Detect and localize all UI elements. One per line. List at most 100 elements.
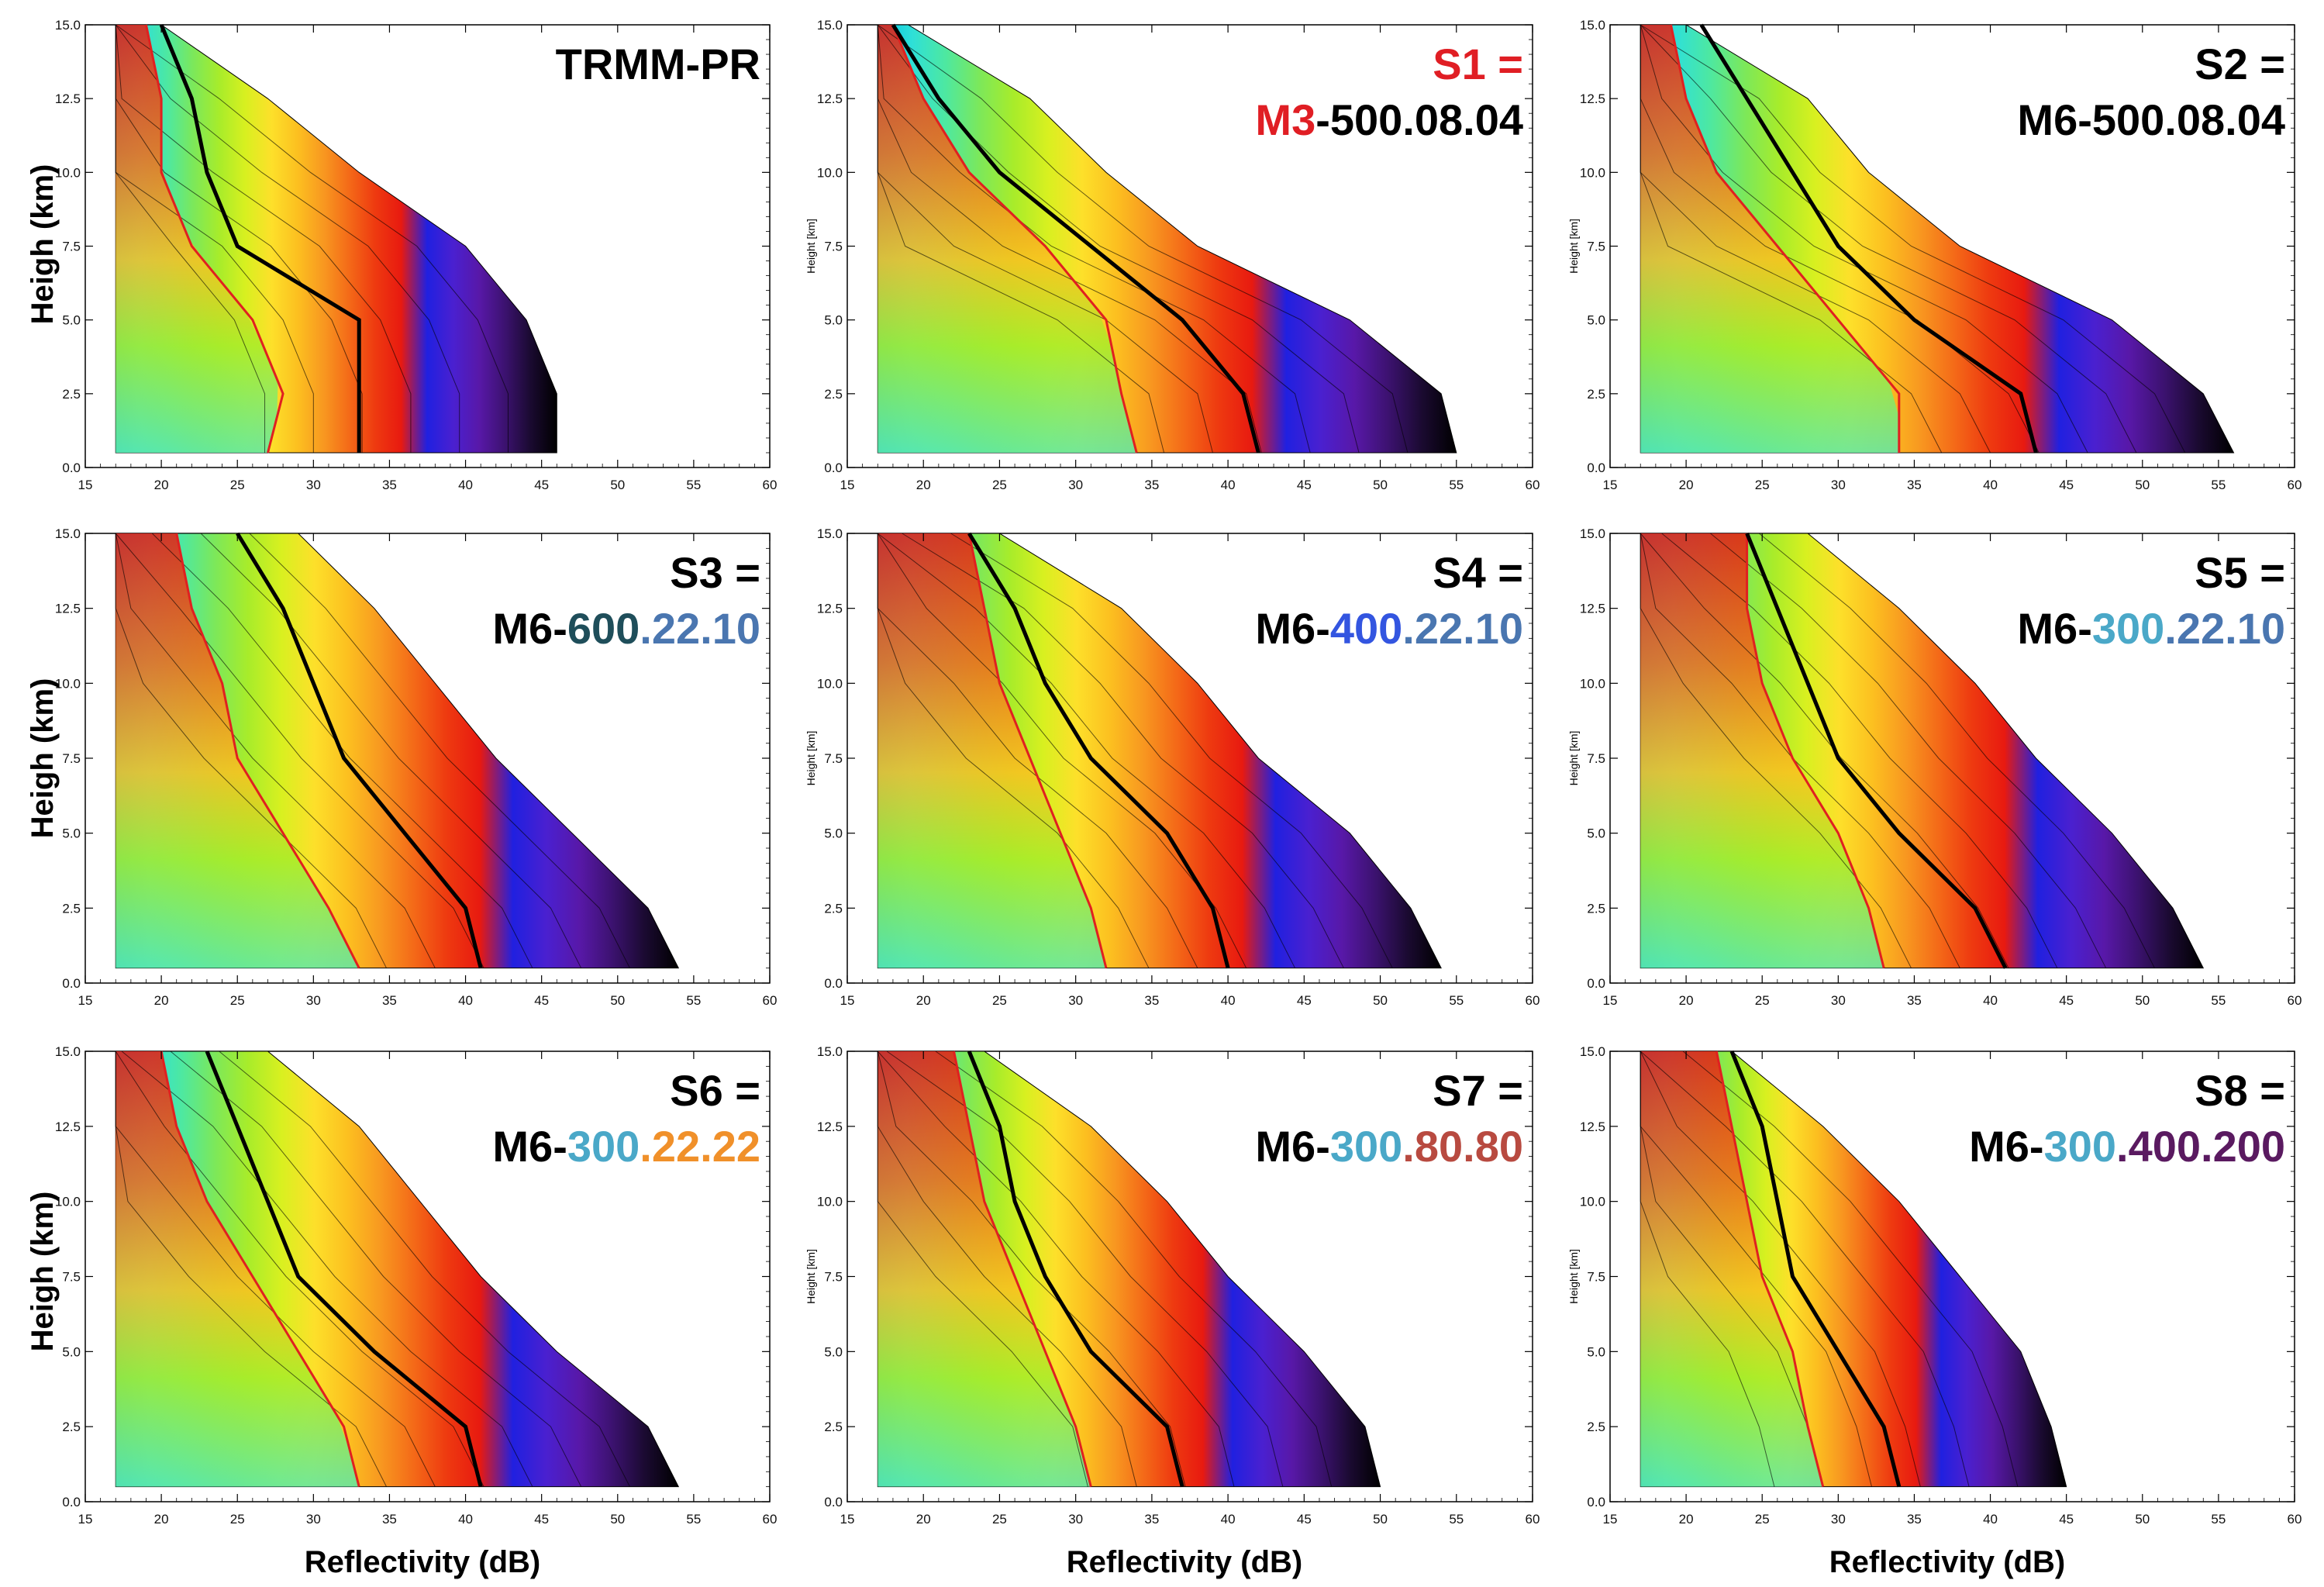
y-tick-label: 5.0 xyxy=(1587,313,1605,328)
x-tick-label: 40 xyxy=(458,993,473,1008)
title-segment: 600 xyxy=(567,604,640,653)
title-segment: S7 = xyxy=(1433,1066,1523,1115)
panel-title-line: M6-300.22.22 xyxy=(492,1122,760,1171)
x-tick-label: 15 xyxy=(840,993,855,1008)
panel-7: 15 20 25 30 35 40 45 50 55 60 0.0 2.5 5.0 7.5 10.0 12.5… xyxy=(55,1044,778,1527)
y-tick-label: 2.5 xyxy=(1587,1420,1605,1434)
y-tick-label: 0.0 xyxy=(1587,461,1605,475)
panel-title-line: M3-500.08.04 xyxy=(1255,95,1523,144)
median-profile-line xyxy=(967,532,1230,969)
x-tick-label: 50 xyxy=(2135,1512,2150,1527)
cfad-warm-core xyxy=(116,1051,360,1487)
x-tick-label: 50 xyxy=(1373,993,1388,1008)
y-tick-label: 12.5 xyxy=(817,602,843,616)
y-tick-label: 0.0 xyxy=(1587,976,1605,991)
contour-line xyxy=(1661,533,2058,968)
cfad-warm-core xyxy=(116,25,278,453)
median-profile-line xyxy=(891,23,1260,454)
y-tick-label: 15.0 xyxy=(55,18,81,33)
contour-line xyxy=(877,533,1247,968)
cfad-warm-core xyxy=(878,25,1137,453)
cfad-warm-core xyxy=(878,1051,1091,1487)
ylabel-row-1: Heigh (km) xyxy=(26,164,60,325)
contour-line xyxy=(115,1051,387,1487)
x-tick-label: 45 xyxy=(2059,1512,2074,1527)
y-tick-label: 0.0 xyxy=(62,976,81,991)
contour-line xyxy=(219,1051,630,1487)
y-tick-label: 15.0 xyxy=(1580,526,1605,541)
x-tick-label: 25 xyxy=(1755,993,1770,1008)
panel-title-line: S6 = xyxy=(670,1066,760,1115)
panel-title-line: TRMM-PR xyxy=(556,40,760,88)
x-tick-label: 60 xyxy=(1526,1512,1540,1527)
y-tick-label: 5.0 xyxy=(824,826,843,841)
y-tick-label: 2.5 xyxy=(1587,901,1605,916)
contour-line xyxy=(877,1051,1186,1487)
median-profile-line xyxy=(1699,23,2038,454)
x-tick-label: 60 xyxy=(1526,478,1540,492)
y-tick-label: 2.5 xyxy=(62,387,81,402)
panel-title-line: M6-500.08.04 xyxy=(2017,95,2285,144)
x-tick-label: 20 xyxy=(154,478,169,492)
panel-5: 15 20 25 30 35 40 45 50 55 60 0.0 2.5 5.0 7.5 10.0 12.5… xyxy=(805,526,1540,1008)
median-profile-line xyxy=(236,532,483,969)
y-tick-label: 7.5 xyxy=(824,240,843,254)
title-segment: M6- xyxy=(1969,1122,2043,1171)
x-tick-label: 60 xyxy=(1526,993,1540,1008)
x-tick-label: 25 xyxy=(992,1512,1007,1527)
contour-line xyxy=(1640,24,2137,454)
panel-title-line: S5 = xyxy=(2195,548,2285,597)
y-tick-label: 10.0 xyxy=(817,1195,843,1209)
y-tick-label: 12.5 xyxy=(1580,602,1605,616)
x-tick-label: 45 xyxy=(2059,993,2074,1008)
y-tick-label: 15.0 xyxy=(817,526,843,541)
panel-title-line: M6-400.22.10 xyxy=(1255,604,1523,653)
contour-line xyxy=(902,533,1344,968)
contour-line xyxy=(1710,533,2107,968)
ylabel-small: Height [km] xyxy=(1567,219,1580,274)
cfad-warm-core xyxy=(1640,533,1884,968)
x-tick-label: 35 xyxy=(1907,993,1922,1008)
tropical-profile-line xyxy=(891,24,1138,454)
title-segment: M6- xyxy=(492,1122,567,1171)
x-tick-label: 50 xyxy=(2135,478,2150,492)
cfad-warm-core xyxy=(1640,25,1899,453)
x-tick-label: 40 xyxy=(458,478,473,492)
contour-line xyxy=(1640,533,2009,968)
x-tick-label: 20 xyxy=(154,993,169,1008)
panel-grid: 15 20 25 30 35 40 45 50 55 60 0.0 2.5 5.0 7.5 10.0 12.5… xyxy=(55,18,2302,1527)
y-tick-label: 12.5 xyxy=(55,602,81,616)
contour-line xyxy=(877,24,1311,454)
contour-line xyxy=(877,533,1295,968)
y-tick-label: 10.0 xyxy=(1580,1195,1605,1209)
contour-line xyxy=(200,533,582,968)
x-tick-label: 20 xyxy=(1679,993,1694,1008)
panel-title-line: S4 = xyxy=(1433,548,1523,597)
y-tick-label: 12.5 xyxy=(1580,1120,1605,1134)
x-tick-label: 15 xyxy=(1603,1512,1618,1527)
y-tick-label: 10.0 xyxy=(817,165,843,180)
contour-line xyxy=(877,25,1165,454)
panel-3: 15 20 25 30 35 40 45 50 55 60 0.0 2.5 5.0 7.5 10.0 12.5… xyxy=(1567,18,2302,492)
contour-line xyxy=(115,24,460,453)
title-segment: 300 xyxy=(1330,1122,1402,1171)
ylabel-small: Height [km] xyxy=(1567,1249,1580,1304)
y-tick-label: 7.5 xyxy=(1587,240,1605,254)
contour-line xyxy=(115,24,509,453)
cfad-warm-core xyxy=(878,533,1106,968)
y-tick-label: 15.0 xyxy=(1580,1044,1605,1059)
x-tick-label: 35 xyxy=(382,1512,397,1527)
contour-line xyxy=(886,1051,1284,1487)
title-segment: TRMM-PR xyxy=(556,40,760,88)
tropical-profile-line xyxy=(160,1051,360,1488)
x-tick-label: 45 xyxy=(1297,1512,1312,1527)
title-segment: S4 = xyxy=(1433,548,1523,597)
x-tick-label: 30 xyxy=(1068,1512,1083,1527)
title-segment: M6-500.08.04 xyxy=(2017,95,2285,144)
x-tick-label: 45 xyxy=(534,993,549,1008)
y-tick-label: 2.5 xyxy=(824,1420,843,1434)
title-segment: M3 xyxy=(1255,95,1315,144)
panel-title-line: S8 = xyxy=(2195,1066,2285,1115)
contour-line xyxy=(1640,533,1912,968)
x-tick-label: 40 xyxy=(1221,478,1236,492)
